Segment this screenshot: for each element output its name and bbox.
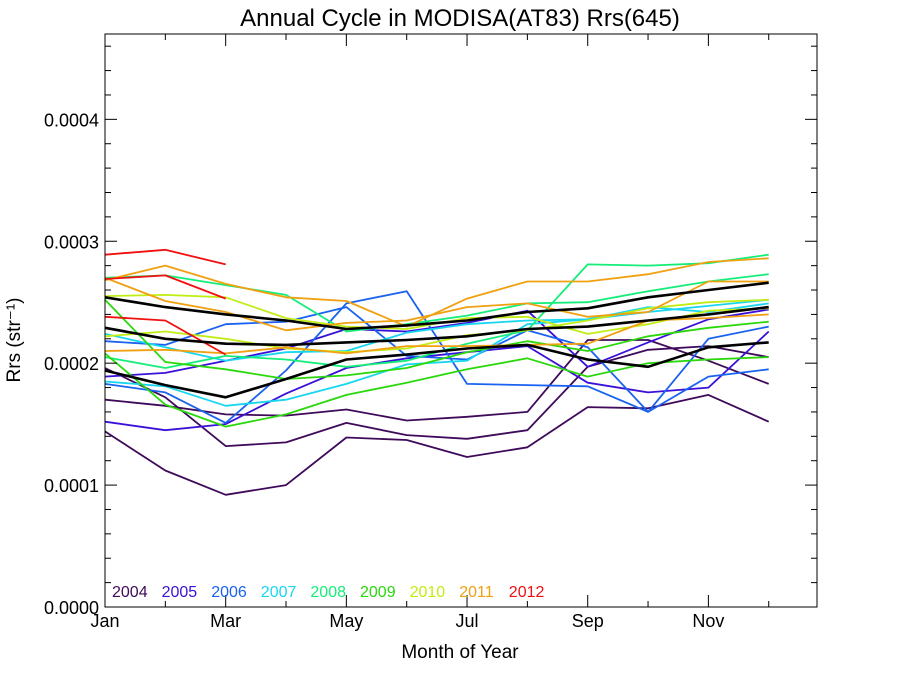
y-axis-label: Rrs (str⁻¹)	[4, 298, 25, 383]
series-line-mean-2	[104, 305, 769, 347]
plot-lines	[104, 248, 770, 496]
plot-frame	[104, 33, 818, 608]
y-tick-label: 0.0000	[44, 598, 99, 618]
x-axis-label: Month of Year	[401, 642, 519, 663]
series-line-2004-1	[104, 339, 770, 422]
legend-entry-2011: 2011	[459, 584, 494, 601]
x-tick-label: Nov	[692, 611, 724, 631]
series-line-2011-1	[104, 257, 769, 328]
legend-entry-2009: 2009	[360, 584, 396, 601]
x-tick-label: May	[329, 611, 363, 631]
x-tick-label: Jan	[90, 611, 119, 631]
legend-entry-2012: 2012	[509, 584, 545, 601]
series-line-2006-2	[104, 306, 769, 413]
legend-entry-2007: 2007	[261, 584, 297, 601]
y-tick-label: 0.0003	[44, 232, 99, 252]
series-line-2011-2	[104, 276, 769, 332]
x-axis: Jan Mar May Jul Sep Nov	[90, 34, 770, 631]
legend-entry-2006: 2006	[211, 584, 247, 601]
x-tick-label: Sep	[572, 611, 604, 631]
series-line-2008-2	[104, 273, 769, 333]
series-line-mean-1	[104, 281, 769, 331]
y-tick-label: 0.0001	[44, 476, 99, 496]
legend-entry-2008: 2008	[310, 584, 346, 601]
y-tick-label: 0.0002	[44, 354, 99, 374]
chart-title: Annual Cycle in MODISA(AT83) Rrs(645)	[240, 5, 680, 32]
series-line-2012-1	[104, 248, 226, 266]
series-line-2012-2	[104, 274, 227, 300]
y-axis: 0.0000 0.0001 0.0002 0.0003 0.0004	[44, 45, 817, 618]
legend: 2004 2005 2006 2007 2008 2009 2010 2011 2012	[112, 584, 544, 601]
y-tick-label: 0.0004	[44, 110, 99, 130]
series-line-2005-1	[104, 330, 770, 432]
x-tick-label: Jul	[456, 611, 479, 631]
series-line-2005-2	[104, 308, 769, 378]
series-line-2004-3	[104, 345, 769, 448]
series-line-mean-3	[104, 341, 769, 399]
legend-entry-2005: 2005	[162, 584, 198, 601]
legend-entry-2010: 2010	[410, 584, 446, 601]
x-tick-label: Mar	[210, 611, 241, 631]
series-line-2009-2	[104, 299, 769, 380]
legend-entry-2004: 2004	[112, 584, 148, 601]
series-line-2004-2	[104, 393, 770, 496]
